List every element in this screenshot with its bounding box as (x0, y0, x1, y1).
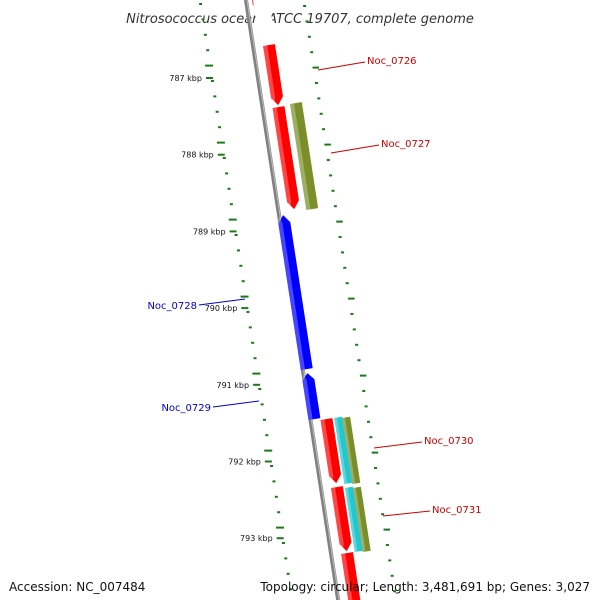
gene-label-noc-0727: Noc_0727 (381, 139, 431, 150)
feature-bar-olive-3-shine (352, 487, 366, 552)
topology-text: Topology: circular; Length: 3,481,691 bp… (260, 580, 590, 594)
feature-bar-olive-3 (352, 486, 371, 552)
feature-bar-cyan-2 (344, 486, 363, 552)
gene-labels: Noc_0726 Noc_0727 Noc_0728 Noc_0729 Noc_0730… (147, 56, 482, 517)
map-title: Nitrosococcus oceani ATCC 19707, complet… (126, 12, 474, 27)
gene-bar-noc-0730-shine (320, 419, 334, 484)
gene-bar-noc-0726 (263, 44, 283, 106)
feature-bar-cyan-2-shine (344, 487, 358, 552)
feature-bar-olive-1-body (289, 102, 319, 210)
top-mask-body (251, 0, 274, 31)
gene-bar-noc-0727-shine (272, 107, 292, 210)
gene-leader-line (382, 510, 431, 517)
gene-bar-noc-0727-body (272, 106, 299, 210)
kbp-label: 789 kbp (193, 227, 226, 236)
feature-bar-olive-1 (289, 102, 319, 210)
kbp-label: 792 kbp (228, 458, 261, 467)
gene-label-noc-0728: Noc_0728 (147, 301, 197, 312)
feature-bar-olive-3-body (352, 486, 371, 552)
gene-bar-noc-0730 (320, 418, 341, 484)
scale-ticks-right (303, 5, 397, 593)
gene-leader-line (317, 61, 366, 71)
gene-bar-noc-0729-shine (302, 373, 313, 420)
kbp-label: 791 kbp (216, 381, 249, 390)
scale-tick-labels: 787 kbp 788 kbp 789 kbp 790 kbp 791 kbp 792 k… (169, 74, 284, 543)
feature-bar-olive-1-shine (289, 103, 311, 210)
gene-bar-noc-0726-shine (263, 45, 276, 106)
kbp-label: 787 kbp (169, 74, 202, 83)
gene-leader-line (330, 144, 380, 154)
gene-bar-noc-0732 (341, 552, 361, 600)
feature-bar-olive-2-body (342, 416, 361, 485)
gene-bar-noc-0728 (278, 215, 313, 370)
feature-bar-cyan-1 (334, 416, 353, 485)
gene-features (250, 0, 371, 600)
feature-bar-cyan-1-shine (334, 417, 348, 485)
scale-ticks-left (199, 3, 293, 591)
gene-bar-noc-0731-shine (330, 487, 344, 552)
kbp-label: 793 kbp (240, 534, 273, 543)
gene-bar-noc-0726-body (263, 44, 283, 106)
gene-bar-noc-0731-body (330, 486, 352, 552)
top-mask (251, 0, 274, 31)
gene-label-noc-0730: Noc_0730 (424, 436, 474, 447)
accession-text: Accession: NC_007484 (9, 580, 146, 594)
gene-bar-noc-0732-body (341, 552, 361, 600)
kbp-label: 790 kbp (205, 304, 238, 313)
gene-bar-noc-0732-shine (341, 553, 353, 600)
gene-leader-line (198, 298, 246, 306)
gene-bar-noc-0731 (330, 486, 352, 552)
gene-label-noc-0726: Noc_0726 (367, 56, 417, 67)
feature-bar-olive-2-shine (342, 417, 356, 485)
gene-bar-noc-0727 (272, 106, 299, 210)
gene-label-noc-0731: Noc_0731 (432, 505, 482, 516)
feature-bar-cyan-1-body (334, 416, 353, 485)
gene-bar-noc-0728-shine (278, 215, 305, 370)
gene-bar-noc-0730-body (320, 418, 341, 484)
gene-bar-noc-0729 (302, 373, 321, 420)
gene-label-noc-0729: Noc_0729 (161, 403, 211, 414)
feature-bar-cyan-2-body (344, 486, 363, 552)
gene-leader-line (373, 441, 423, 449)
gene-bar-noc-0729-body (302, 373, 321, 420)
kbp-label: 788 kbp (181, 151, 214, 160)
top-mask-shine (251, 0, 264, 31)
gene-bar-noc-0728-body (278, 215, 313, 370)
gene-leader-line (212, 400, 260, 408)
feature-bar-olive-2 (342, 416, 361, 485)
